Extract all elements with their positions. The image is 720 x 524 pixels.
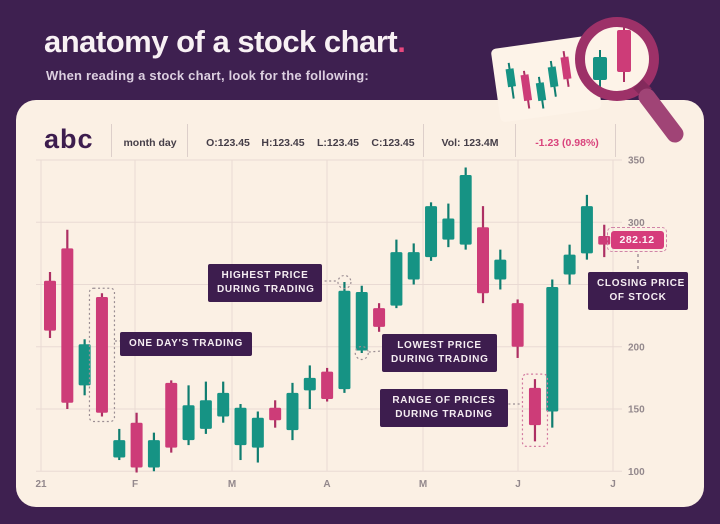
annotation-text: RANGE OF PRICES [392,395,496,406]
annotation-text: ONE DAY'S TRADING [129,338,243,349]
mini-candles-icon [505,51,572,109]
ticker-open: O:123.45 [206,137,250,149]
closing-price-badge-outline: 282.12 [607,227,668,252]
ticker-divider [187,124,188,157]
annotation-range-of-prices: RANGE OF PRICES DURING TRADING [380,389,508,427]
ticker-divider [423,124,424,157]
title-period: . [397,24,406,59]
annotation-text: HIGHEST PRICE [221,270,309,281]
annotation-closing-price: CLOSING PRICE OF STOCK [588,272,688,310]
page-subtitle: When reading a stock chart, look for the… [46,68,369,83]
mini-chart-card-icon [491,35,602,122]
annotation-text: DURING TRADING [217,284,315,295]
ticker-volume: Vol: 123.4M [441,137,499,149]
annotation-text: DURING TRADING [395,409,493,420]
ticker-change: -1.23 (0.98%) [535,137,599,149]
page-title: anatomy of a stock chart. [44,24,406,60]
annotation-text: LOWEST PRICE [397,340,482,351]
annotation-text: DURING TRADING [391,354,489,365]
annotation-lowest-price: LOWEST PRICE DURING TRADING [382,334,497,372]
ticker-divider [615,124,616,157]
ticker-high: H:123.45 [261,137,305,149]
annotation-one-days-trading: ONE DAY'S TRADING [120,332,252,356]
annotation-text: OF STOCK [609,292,667,303]
annotation-highest-price: HIGHEST PRICE DURING TRADING [208,264,322,302]
magnifier-illustration [491,17,684,143]
ticker-divider [111,124,112,157]
annotation-text: CLOSING PRICE [597,278,685,289]
ticker-low: L:123.45 [316,137,360,149]
ticker-date: month day [123,137,177,149]
ticker-close: C:123.45 [371,137,415,149]
magnifying-glass-icon [575,17,684,143]
ticker-logo: abc [44,124,94,154]
lens-candles-icon [593,22,631,88]
closing-price-badge: 282.12 [610,230,664,249]
page-title-text: anatomy of a stock chart [44,24,398,59]
ticker-divider [515,124,516,157]
